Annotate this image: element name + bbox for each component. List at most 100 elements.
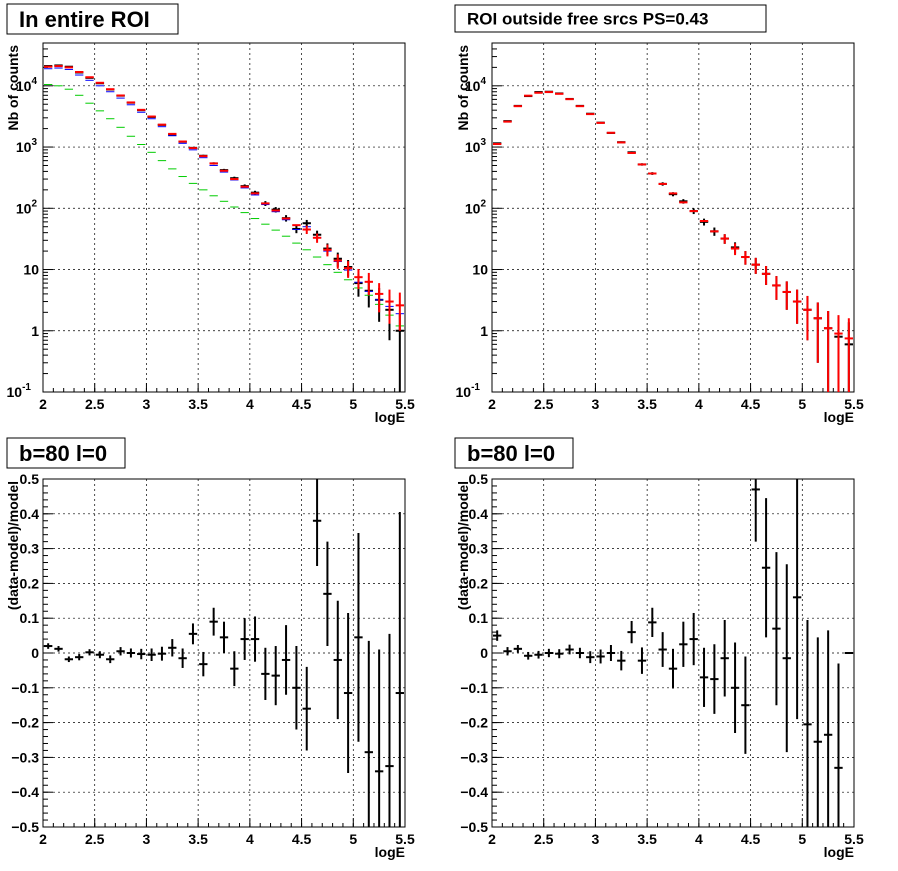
y-tick-label: 0.1 — [20, 610, 40, 626]
x-tick-label: 2.5 — [85, 831, 105, 847]
x-tick-label: 3.5 — [188, 831, 208, 847]
y-axis-label: Nb of counts — [5, 45, 21, 131]
x-axis-label: logE — [375, 409, 405, 425]
data-point-model-red — [792, 289, 802, 324]
x-tick-label: 2.5 — [85, 396, 105, 412]
chart-title: In entire ROI — [19, 7, 150, 32]
x-tick-label: 2 — [488, 396, 496, 412]
data-point-data — [772, 552, 781, 706]
data-point-model-red — [374, 283, 384, 313]
title-box — [454, 437, 574, 469]
chart-title: b=80 l=0 — [467, 441, 555, 466]
data-point-data — [261, 647, 270, 700]
data-point-data — [503, 647, 512, 656]
data-point-data — [648, 607, 657, 637]
data-point-data — [596, 649, 605, 664]
data-point-data — [281, 625, 291, 695]
x-tick-label: 5 — [349, 831, 357, 847]
x-tick-label: 5.5 — [844, 831, 864, 847]
x-tick-label: 4 — [246, 396, 254, 412]
x-tick-label: 3 — [592, 831, 600, 847]
x-tick-label: 4.5 — [292, 831, 312, 847]
x-tick-label: 3.5 — [188, 396, 208, 412]
data-point-data — [85, 649, 94, 656]
x-tick-label: 5 — [798, 396, 806, 412]
plot-frame — [491, 42, 855, 393]
x-tick-label: 2.5 — [534, 396, 554, 412]
data-point-model-red — [772, 276, 781, 300]
data-point-data — [606, 644, 616, 662]
data-point-data — [54, 646, 63, 652]
data-point-data — [699, 647, 709, 707]
data-point-data — [658, 632, 667, 667]
x-tick-label: 3 — [592, 396, 600, 412]
data-point-model-red — [834, 315, 843, 392]
data-point-data — [782, 564, 791, 753]
chart-title: ROI outside free srcs PS=0.43 — [467, 10, 708, 29]
y-axis-label: Nb of counts — [455, 45, 471, 131]
data-point-data — [617, 650, 626, 671]
x-tick-label: 2 — [39, 396, 47, 412]
y-tick-label: 0.5 — [469, 471, 489, 487]
data-point-data — [395, 512, 404, 827]
y-axis-label: (data-model)/model — [455, 481, 471, 610]
x-tick-label: 3.5 — [637, 396, 657, 412]
data-point-data — [679, 621, 688, 667]
y-tick-label: 104 — [16, 76, 38, 94]
x-tick-label: 4 — [695, 831, 703, 847]
y-tick-label: −0.5 — [11, 819, 39, 835]
data-point-model-red — [343, 261, 353, 278]
data-point-model-red — [312, 233, 322, 243]
data-point-data — [493, 630, 502, 641]
data-point-model-red — [333, 254, 342, 269]
data-point-data — [534, 650, 543, 659]
x-tick-label: 5 — [798, 831, 806, 847]
y-tick-label: −0.1 — [11, 680, 39, 696]
x-tick-label: 3.5 — [637, 831, 657, 847]
y-tick-label: 1 — [480, 323, 488, 339]
data-point-model-red — [395, 292, 404, 331]
y-tick-label: 104 — [465, 76, 487, 94]
data-point-data — [374, 649, 384, 827]
data-point-data — [792, 479, 802, 720]
data-point-model-red — [730, 243, 740, 256]
series-group — [44, 479, 404, 827]
data-point-data — [157, 646, 167, 661]
data-point-data — [730, 642, 740, 734]
data-point-data — [75, 654, 84, 661]
data-point-data — [271, 646, 280, 706]
x-tick-label: 5.5 — [395, 831, 415, 847]
series-group — [493, 479, 853, 827]
x-tick-label: 3 — [143, 831, 151, 847]
x-axis-label: logE — [824, 409, 854, 425]
data-point-data — [126, 648, 136, 658]
data-point-data — [761, 498, 771, 638]
data-point-model-red — [823, 311, 833, 392]
data-point-data — [823, 630, 833, 827]
y-tick-label: 0.4 — [20, 506, 40, 522]
y-tick-label: 0.3 — [469, 541, 489, 557]
x-tick-label: 3 — [143, 396, 151, 412]
panel-residuals-right: 2 2.5 3 3.5 4 4.5 5 5.5 −0.5 −0.4 −0.3 −0.2 −0.1 0 0.1… — [454, 437, 864, 860]
y-tick-label: −0.4 — [460, 784, 488, 800]
data-point-data — [385, 633, 394, 827]
x-tick-label: 4.5 — [292, 396, 312, 412]
x-axis-label: logE — [375, 844, 405, 860]
series-group — [493, 90, 853, 392]
data-point-data — [354, 532, 363, 742]
panel-counts-outside-free-srcs: 2 2.5 3 3.5 4 4.5 5 5.5 10-1 1 10 102 103 104 logE Nb o… — [454, 4, 864, 425]
plot-frame — [42, 42, 406, 393]
y-tick-label: 1 — [31, 323, 39, 339]
x-tick-label: 2.5 — [534, 831, 554, 847]
data-point-data — [219, 621, 229, 653]
data-point-model-red — [354, 268, 363, 290]
y-tick-label: 102 — [465, 198, 487, 216]
data-point-data — [230, 651, 239, 687]
y-tick-label: 0.3 — [20, 541, 40, 557]
data-point-data — [699, 218, 709, 226]
y-tick-label: 103 — [16, 137, 38, 155]
data-point-data — [751, 479, 760, 542]
data-point-data — [250, 616, 260, 662]
y-tick-label: −0.2 — [11, 715, 39, 731]
data-point-data — [64, 656, 74, 663]
